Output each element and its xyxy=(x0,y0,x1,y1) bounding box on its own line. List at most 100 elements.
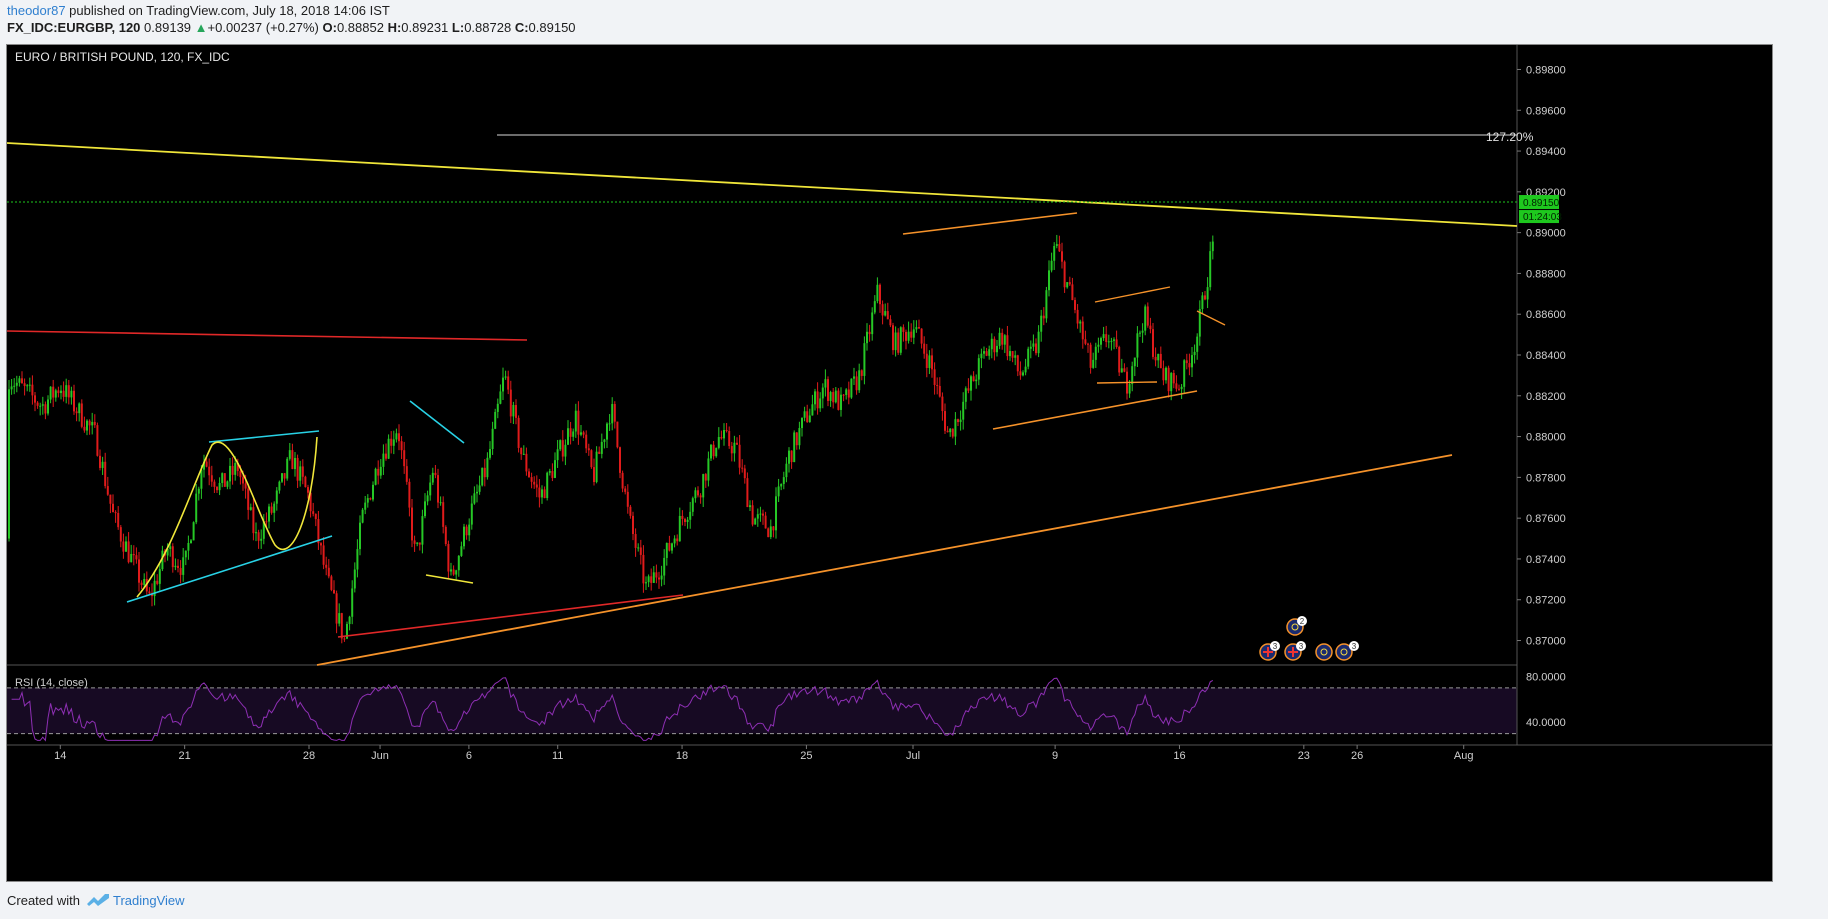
candle-body xyxy=(1071,284,1074,301)
candle-body xyxy=(645,582,647,584)
candle-body xyxy=(99,455,101,468)
candle-body xyxy=(213,481,216,487)
candle-body xyxy=(260,538,263,541)
candle-body xyxy=(959,419,962,423)
candle-body xyxy=(522,453,525,455)
candle-body xyxy=(405,466,408,482)
time-tick-label: 16 xyxy=(1173,750,1185,762)
time-tick-label: 14 xyxy=(54,750,66,762)
candle-body xyxy=(200,469,203,489)
candle-body xyxy=(577,410,580,435)
candle-body xyxy=(556,449,559,461)
candle-body xyxy=(171,546,174,568)
candle-body xyxy=(39,405,42,407)
candle-body xyxy=(686,519,689,523)
orange-channel-top xyxy=(902,212,1078,235)
candle-body xyxy=(668,542,671,551)
candle-body xyxy=(343,638,346,640)
candle-body xyxy=(561,440,564,457)
candle-body xyxy=(413,540,416,544)
candle-body xyxy=(494,411,497,429)
candle-body xyxy=(624,488,627,492)
candle-body xyxy=(283,473,286,479)
candle-body xyxy=(860,370,863,376)
candle-body xyxy=(1019,371,1022,376)
candle-body xyxy=(941,396,944,412)
tradingview-link[interactable]: TradingView xyxy=(113,893,185,908)
author-link[interactable]: theodor87 xyxy=(7,3,66,18)
candle-body xyxy=(515,405,517,418)
candle-body xyxy=(606,423,608,440)
orange-flag-top xyxy=(1094,286,1171,303)
candle-body xyxy=(421,516,424,545)
candle-body xyxy=(824,379,827,388)
candle-body xyxy=(684,518,686,523)
candle-body xyxy=(322,545,325,565)
candle-body xyxy=(309,492,312,512)
event-badges[interactable]: 3 2 3 3 xyxy=(1259,616,1359,661)
candle-body xyxy=(117,512,120,528)
candle-body xyxy=(304,476,307,488)
candle-body xyxy=(325,564,328,568)
candle-body xyxy=(697,490,699,496)
candle-body xyxy=(348,616,351,624)
price-tick-label: 0.89600 xyxy=(1526,105,1566,117)
time-tick-label: 18 xyxy=(676,750,688,762)
candle-body xyxy=(600,441,603,454)
candle-body xyxy=(138,559,140,583)
price-tick-label: 0.87200 xyxy=(1526,595,1566,607)
candle-body xyxy=(1011,351,1014,358)
candle-body xyxy=(62,390,65,397)
candle-body xyxy=(88,420,91,426)
candle-body xyxy=(715,447,718,457)
candle-body xyxy=(463,526,465,547)
candle-body xyxy=(41,404,44,406)
candle-body xyxy=(158,569,161,584)
candle-body xyxy=(834,390,837,403)
candle-body xyxy=(567,428,569,445)
candle-body xyxy=(980,353,983,359)
candle-body xyxy=(1107,341,1110,343)
candle-body xyxy=(905,331,907,341)
candle-body xyxy=(751,505,754,525)
candle-body xyxy=(1193,351,1196,356)
candle-body xyxy=(229,465,231,482)
candle-body xyxy=(148,591,151,594)
candle-body xyxy=(340,613,343,639)
candle-body xyxy=(762,513,764,516)
candle-body xyxy=(177,565,179,568)
candle-body xyxy=(252,507,255,534)
event-flag-icon[interactable] xyxy=(1335,643,1353,661)
candle-body xyxy=(434,472,437,476)
candle-body xyxy=(47,399,49,414)
candle-body xyxy=(889,319,892,326)
price-chart[interactable]: 0.898000.896000.894000.892000.890000.888… xyxy=(7,45,1772,881)
candle-body xyxy=(335,593,338,624)
candle-body xyxy=(902,327,905,332)
candle-body xyxy=(717,437,720,448)
candle-body xyxy=(153,580,156,597)
candle-body xyxy=(944,411,946,431)
candle-body xyxy=(140,582,143,585)
candle-body xyxy=(57,390,60,394)
candle-body xyxy=(886,311,889,320)
event-count-label: 3 xyxy=(1299,642,1304,651)
price-tick-label: 0.87800 xyxy=(1526,472,1566,484)
uk-flag-icon xyxy=(1288,647,1298,657)
candle-body xyxy=(125,541,127,552)
tradingview-logo-icon[interactable] xyxy=(86,891,110,909)
candle-body xyxy=(442,502,445,527)
candle-body xyxy=(437,475,439,503)
candle-body xyxy=(918,327,920,329)
candle-body xyxy=(736,442,738,445)
candle-body xyxy=(967,388,970,391)
event-flag-icon[interactable] xyxy=(1315,643,1333,661)
candle-body xyxy=(993,338,996,353)
chart-area[interactable]: 0.89800 0.89600 0.89400 0.89200 0.89000 0.888… xyxy=(6,44,1773,882)
candle-body xyxy=(353,569,356,589)
candle-body xyxy=(808,415,811,423)
candle-body xyxy=(764,515,767,529)
candle-body xyxy=(1040,315,1043,332)
symbol-label[interactable]: FX_IDC:EURGBP, 120 xyxy=(7,20,141,35)
orange-small-line xyxy=(1196,310,1226,326)
